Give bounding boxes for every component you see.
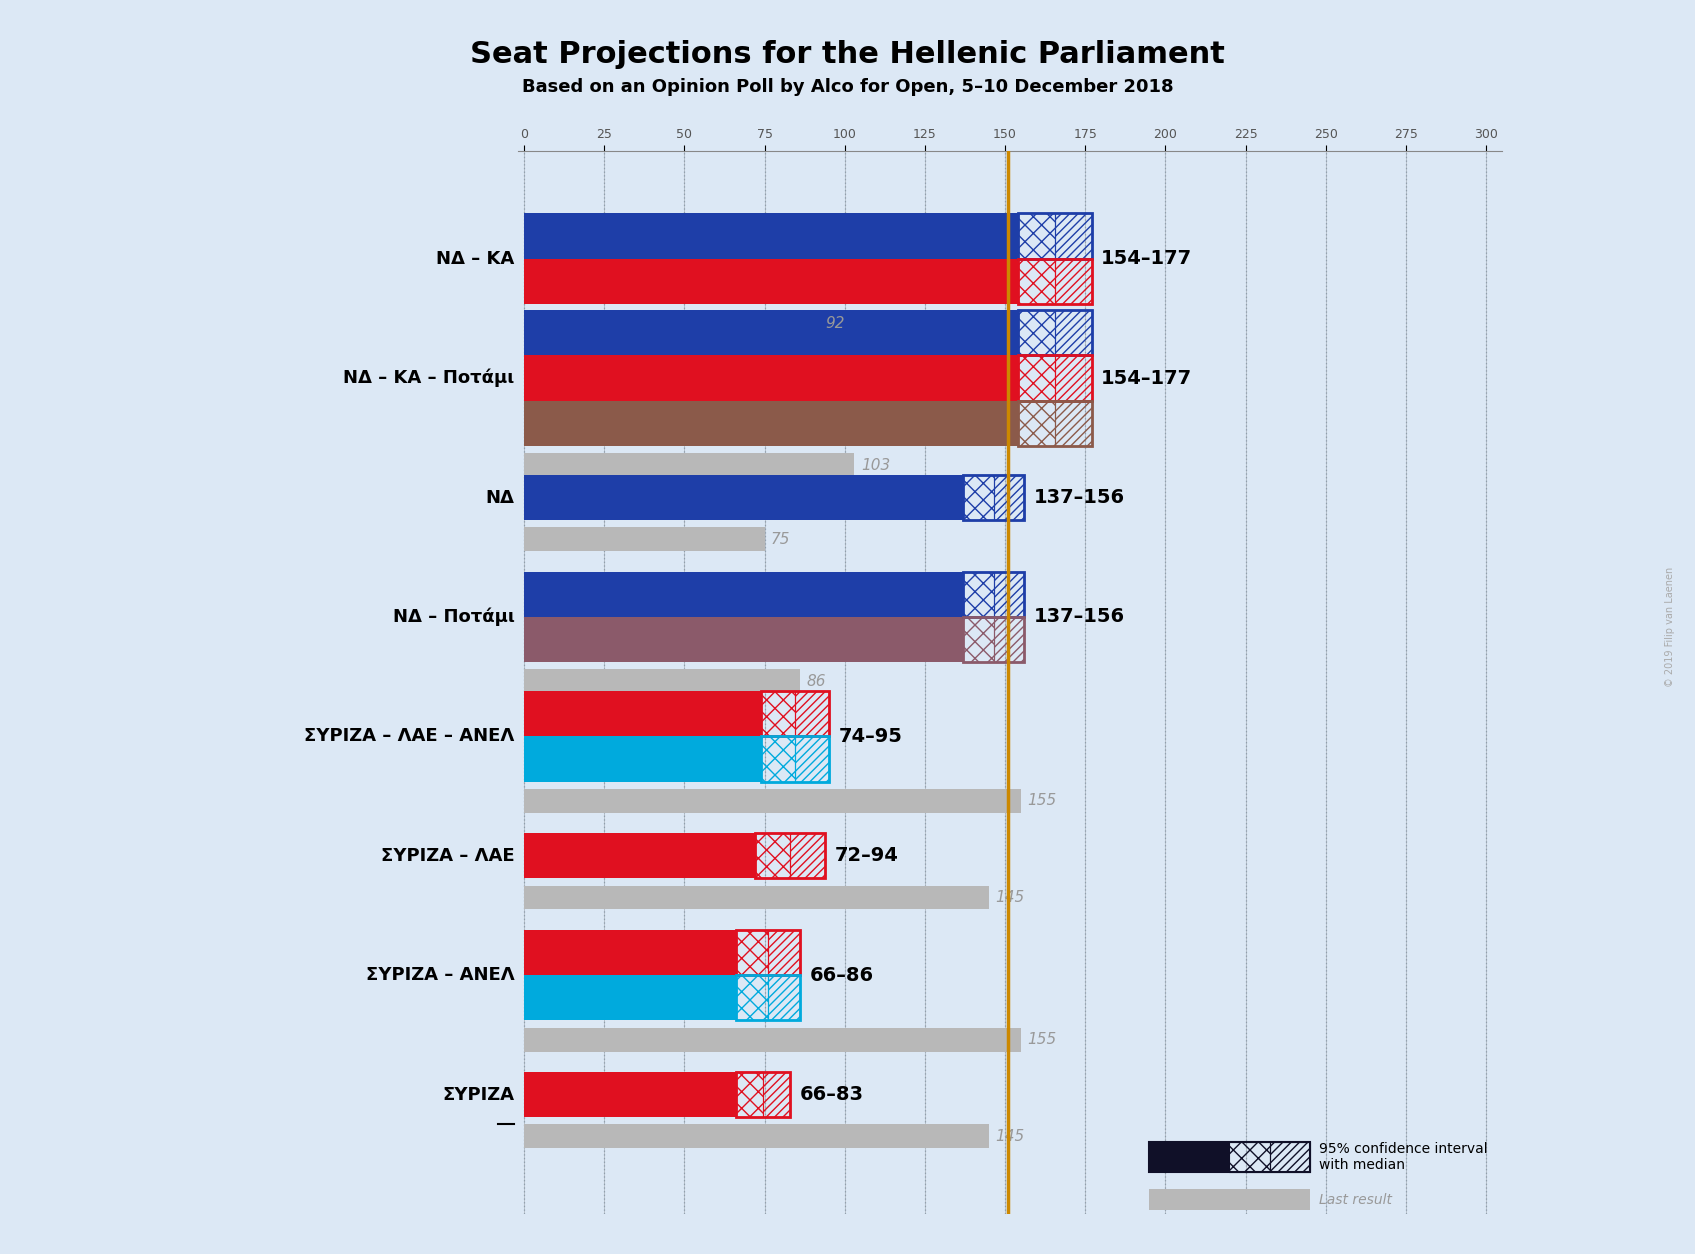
Bar: [1019, 213, 1092, 258]
Bar: [795, 736, 829, 781]
Text: 75: 75: [771, 532, 790, 547]
Bar: [1019, 258, 1092, 305]
Bar: [524, 691, 761, 736]
Bar: [754, 833, 825, 878]
Bar: [963, 617, 993, 662]
Text: ΣΥΡΙΖΑ: ΣΥΡΙΖΑ: [442, 1086, 515, 1104]
Bar: [963, 572, 993, 617]
Bar: [1019, 310, 1054, 355]
Text: NΔ – Ποτάμι: NΔ – Ποτάμι: [393, 608, 515, 626]
Bar: [761, 691, 795, 736]
Text: ΣΥΡΙΖΑ – ΛΑΕ – ΑΝΕΛ: ΣΥΡΙΖΑ – ΛΑΕ – ΑΝΕΛ: [303, 727, 515, 745]
Bar: [524, 355, 1019, 401]
Bar: [736, 1072, 790, 1117]
Bar: [1149, 1142, 1229, 1172]
Bar: [736, 976, 800, 1021]
Bar: [1149, 1189, 1310, 1210]
Bar: [524, 528, 764, 552]
Bar: [763, 1072, 790, 1117]
Text: 86: 86: [807, 673, 825, 688]
Bar: [993, 475, 1024, 520]
Text: NΔ – KΑ: NΔ – KΑ: [436, 250, 515, 268]
Bar: [1054, 401, 1092, 446]
Text: NΔ – KΑ – Ποτάμι: NΔ – KΑ – Ποτάμι: [342, 369, 515, 387]
Bar: [993, 572, 1024, 617]
Text: 145: 145: [995, 890, 1025, 905]
Bar: [768, 976, 800, 1021]
Text: 74–95: 74–95: [839, 727, 902, 746]
Bar: [963, 475, 1024, 520]
Bar: [761, 736, 829, 781]
Bar: [524, 475, 963, 520]
Bar: [524, 454, 854, 478]
Bar: [761, 691, 829, 736]
Bar: [1054, 355, 1092, 401]
Bar: [790, 833, 825, 878]
Bar: [524, 1125, 988, 1149]
Bar: [524, 789, 1020, 813]
Text: Based on an Opinion Poll by Alco for Open, 5–10 December 2018: Based on an Opinion Poll by Alco for Ope…: [522, 78, 1173, 95]
Bar: [524, 310, 1019, 355]
Bar: [736, 929, 800, 976]
Bar: [524, 617, 963, 662]
Bar: [1019, 355, 1054, 401]
Bar: [524, 1072, 736, 1117]
Bar: [1019, 310, 1092, 355]
Bar: [524, 401, 1019, 446]
Bar: [993, 617, 1024, 662]
Bar: [1054, 213, 1092, 258]
Bar: [795, 691, 829, 736]
Bar: [963, 572, 1024, 617]
Text: 154–177: 154–177: [1102, 250, 1192, 268]
Bar: [1019, 401, 1054, 446]
Text: 66–83: 66–83: [800, 1085, 864, 1104]
Bar: [1229, 1142, 1270, 1172]
Bar: [524, 572, 963, 617]
Bar: [736, 929, 768, 976]
Text: © 2019 Filip van Laenen: © 2019 Filip van Laenen: [1664, 567, 1675, 687]
Text: ΣΥΡΙΖΑ – ΑΝΕΛ: ΣΥΡΙΖΑ – ΑΝΕΛ: [366, 966, 515, 984]
Bar: [1270, 1142, 1310, 1172]
Bar: [1054, 310, 1092, 355]
Bar: [1019, 401, 1092, 446]
Text: Seat Projections for the Hellenic Parliament: Seat Projections for the Hellenic Parlia…: [470, 40, 1225, 69]
Bar: [754, 833, 790, 878]
Text: 92: 92: [825, 316, 846, 331]
Bar: [963, 617, 1024, 662]
Bar: [524, 213, 1019, 258]
Text: 95% confidence interval
with median: 95% confidence interval with median: [1319, 1142, 1488, 1172]
Text: 66–86: 66–86: [810, 966, 873, 984]
Bar: [1019, 355, 1092, 401]
Bar: [1019, 258, 1054, 305]
Bar: [524, 258, 1019, 305]
Bar: [1019, 213, 1054, 258]
Bar: [1054, 258, 1092, 305]
Text: 137–156: 137–156: [1034, 607, 1125, 627]
Text: 103: 103: [861, 458, 890, 473]
Text: 137–156: 137–156: [1034, 488, 1125, 507]
Text: 155: 155: [1027, 794, 1056, 809]
Bar: [761, 736, 795, 781]
Text: 155: 155: [1027, 1032, 1056, 1047]
Text: Last result: Last result: [1319, 1193, 1392, 1206]
Bar: [524, 311, 819, 335]
Bar: [524, 1028, 1020, 1052]
Text: 72–94: 72–94: [836, 846, 898, 865]
Bar: [768, 929, 800, 976]
Bar: [524, 670, 800, 693]
Bar: [736, 1072, 763, 1117]
Bar: [524, 833, 754, 878]
Bar: [524, 929, 736, 976]
Text: 154–177: 154–177: [1102, 369, 1192, 387]
Bar: [524, 976, 736, 1021]
Bar: [524, 736, 761, 781]
Bar: [736, 976, 768, 1021]
Bar: [963, 475, 993, 520]
Text: NΔ: NΔ: [485, 489, 515, 507]
Bar: [524, 885, 988, 909]
Text: ΣΥΡΙΖΑ – ΛΑΕ: ΣΥΡΙΖΑ – ΛΑΕ: [381, 846, 515, 865]
Text: 145: 145: [995, 1129, 1025, 1144]
Bar: [1149, 1142, 1310, 1172]
